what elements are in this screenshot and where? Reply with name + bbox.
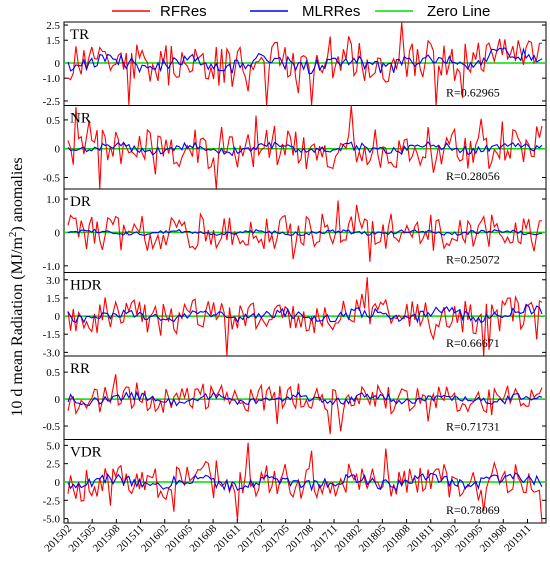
- x-tick-label: 201911: [502, 523, 534, 555]
- panel-title: DR: [70, 194, 91, 210]
- panel-title: TR: [70, 27, 89, 43]
- series-mlrres: [67, 303, 543, 324]
- y-tick-label: -5.0: [43, 514, 61, 526]
- legend-label-1: MLRRes: [302, 3, 360, 20]
- y-tick-label: -3.0: [43, 347, 61, 359]
- y-tick-label: -2.5: [43, 96, 61, 108]
- y-axis-label: 10 d mean Radiation (MJ/m2) anomalies: [7, 157, 26, 416]
- y-tick-label: -2.5: [43, 495, 61, 507]
- y-tick-label: 5.0: [46, 440, 60, 452]
- panel-dr: 1.0 0 -1.0 DR R=0.25072: [43, 188, 547, 273]
- panel-title: VDR: [70, 445, 102, 461]
- series-rfres: [67, 105, 543, 190]
- y-tick-label: 0: [55, 144, 61, 156]
- panel-hdr: 3.0 1.5 0 -1.5 -3.0 HDR R=0.66671: [43, 272, 547, 359]
- legend: RFRes MLRRes Zero Line: [112, 3, 490, 20]
- panel-title: NR: [70, 111, 91, 127]
- correlation-label: R=0.62965: [446, 86, 500, 100]
- y-tick-label: -0.5: [43, 172, 61, 184]
- legend-label-2: Zero Line: [427, 3, 490, 20]
- y-tick-label: -1.0: [43, 73, 61, 85]
- correlation-label: R=0.71731: [446, 420, 500, 434]
- y-tick-label: 0.5: [46, 115, 60, 127]
- y-tick-label: 1.5: [46, 293, 60, 305]
- y-tick-label: 0: [55, 477, 61, 489]
- y-tick-label: 2.5: [46, 459, 60, 471]
- y-tick-label: 3.0: [46, 275, 60, 287]
- series-rfres: [67, 21, 543, 106]
- correlation-label: R=0.66671: [446, 336, 500, 350]
- series-rfres: [67, 200, 543, 262]
- series-rfres: [67, 442, 543, 524]
- correlation-label: R=0.78069: [446, 503, 500, 517]
- series-mlrres: [67, 47, 543, 75]
- y-tick-label: -1.0: [43, 261, 61, 273]
- y-tick-label: 0: [55, 311, 61, 323]
- y-tick-label: 0: [55, 227, 61, 239]
- y-tick-label: 1.0: [46, 194, 60, 206]
- correlation-label: R=0.28056: [446, 169, 500, 183]
- series-rfres: [67, 374, 543, 435]
- panel-nr: 0.5 0 -0.5 NR R=0.28056: [43, 105, 547, 190]
- y-tick-label: 0: [55, 58, 61, 70]
- x-axis: 2015022015052015082015112016022016052016…: [42, 519, 534, 555]
- series-mlrres: [67, 228, 543, 236]
- panel-title: HDR: [70, 278, 102, 294]
- series-mlrres: [67, 472, 543, 493]
- series-mlrres: [67, 141, 543, 157]
- panel-title: RR: [70, 361, 90, 377]
- y-tick-label: -1.5: [43, 329, 61, 341]
- series-rfres: [67, 277, 543, 357]
- y-tick-label: 1.5: [46, 35, 60, 47]
- y-tick-label: 2.5: [46, 20, 60, 32]
- y-tick-label: 0: [55, 394, 61, 406]
- panel-tr: 2.5 1.5 0 -1.0 -2.5 TR R=0.62965: [43, 20, 547, 108]
- y-tick-label: 0.5: [46, 367, 60, 379]
- panels: 2.5 1.5 0 -1.0 -2.5 TR R=0.62965 0.5 0 -0.5 NR R=0.…: [43, 20, 547, 526]
- legend-label-0: RFRes: [160, 3, 207, 20]
- y-axis-title: 10 d mean Radiation (MJ/m2) anomalies: [7, 157, 26, 416]
- panel-vdr: 5.0 2.5 0 -2.5 -5.0 VDR R=0.78069: [43, 439, 547, 526]
- panel-rr: 0.5 0 -0.5 RR R=0.71731: [43, 355, 547, 440]
- series-mlrres: [67, 390, 543, 407]
- correlation-label: R=0.25072: [446, 253, 500, 267]
- y-tick-label: -0.5: [43, 421, 61, 433]
